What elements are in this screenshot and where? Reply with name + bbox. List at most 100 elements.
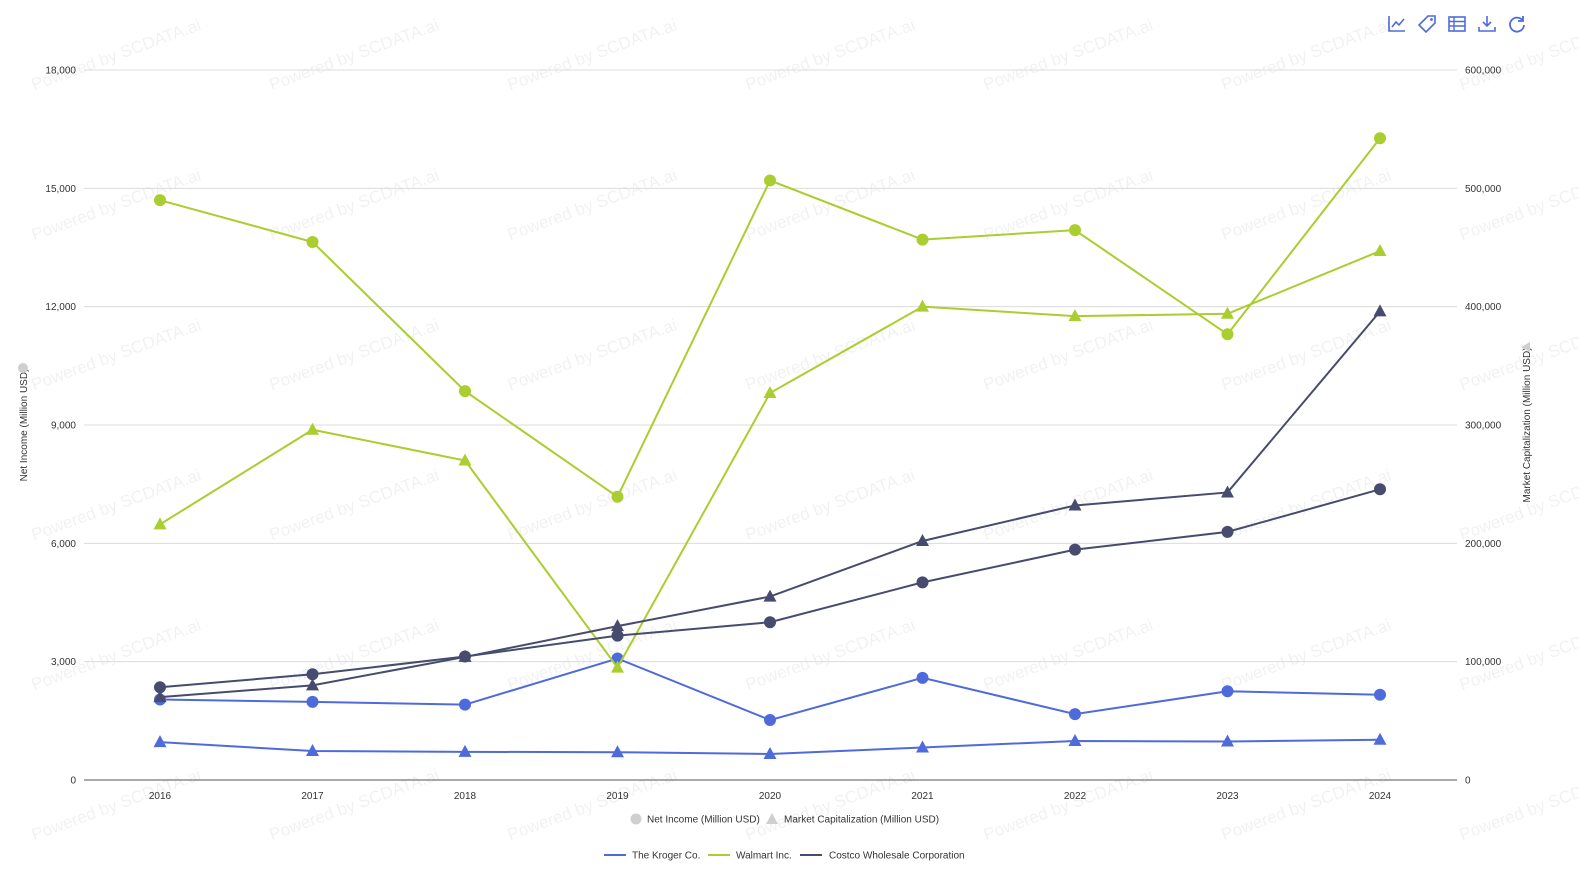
costco-net-income-point[interactable]: [916, 576, 929, 589]
walmart-market-cap-point[interactable]: [1221, 306, 1234, 319]
costco-market-cap-point[interactable]: [153, 690, 167, 703]
legend-item-net-income[interactable]: Net Income (Million USD): [630, 813, 760, 826]
tag-icon[interactable]: [1417, 14, 1437, 34]
watermark-text: Powered by SCDATA.ai: [743, 15, 918, 94]
metric-legend: Net Income (Million USD) Market Capitali…: [630, 813, 939, 826]
watermark-text: Powered by SCDATA.ai: [1457, 165, 1579, 244]
kroger-net-income-point[interactable]: [1374, 688, 1386, 701]
watermark-text: Powered by SCDATA.ai: [29, 615, 204, 694]
left-tick-label: 0: [70, 776, 76, 787]
kroger-market-cap-point[interactable]: [1373, 732, 1387, 745]
chart-toolbar: [1387, 14, 1527, 34]
kroger-market-cap-point[interactable]: [1221, 734, 1234, 747]
watermark-text: Powered by SCDATA.ai: [1219, 465, 1394, 544]
walmart-market-cap-point[interactable]: [763, 386, 777, 399]
costco-market-cap-point[interactable]: [611, 619, 624, 632]
right-axis-triangle-marker: [1521, 342, 1530, 352]
left-axis-label: Net Income (Million USD): [19, 369, 30, 482]
costco-market-cap-point[interactable]: [458, 649, 472, 662]
walmart-market-cap-point[interactable]: [1373, 244, 1387, 257]
walmart-net-income-point[interactable]: [916, 233, 929, 246]
watermark-text: Powered by SCDATA.ai: [743, 315, 918, 394]
kroger-market-cap-point[interactable]: [763, 746, 777, 759]
costco-net-income-point[interactable]: [764, 616, 776, 629]
left-axis-ticks: 0 3,000 6,000 9,000 12,000 15,000 18,000: [45, 66, 76, 787]
kroger-market-cap-point[interactable]: [306, 744, 319, 757]
watermark-text: Powered by SCDATA.ai: [505, 315, 680, 394]
watermark-text: Powered by SCDATA.ai: [981, 615, 1156, 694]
costco-market-cap-point[interactable]: [306, 678, 319, 691]
kroger-net-income-point[interactable]: [459, 698, 471, 711]
walmart-market-cap-point[interactable]: [916, 299, 929, 312]
costco-market-cap-point[interactable]: [1221, 485, 1234, 498]
costco-net-income-point[interactable]: [1374, 483, 1386, 496]
refresh-icon[interactable]: [1507, 14, 1527, 34]
right-tick-label: 600,000: [1465, 66, 1502, 77]
costco-net-income-point[interactable]: [1069, 543, 1081, 556]
right-tick-label: 500,000: [1465, 184, 1502, 195]
costco-net-income-point[interactable]: [154, 681, 166, 694]
walmart-net-income-point[interactable]: [611, 490, 624, 503]
watermark-text: Powered by SCDATA.ai: [1457, 315, 1579, 394]
x-tick-label: 2016: [149, 791, 172, 802]
watermark-text: Powered by SCDATA.ai: [505, 165, 680, 244]
legend-item-kroger[interactable]: The Kroger Co.: [604, 851, 700, 862]
kroger-market-cap-point[interactable]: [153, 735, 167, 748]
watermark-text: Powered by SCDATA.ai: [1457, 765, 1579, 844]
walmart-net-income-point[interactable]: [1374, 132, 1386, 145]
x-tick-label: 2018: [454, 791, 477, 802]
kroger-net-income-point[interactable]: [306, 695, 319, 708]
table-icon[interactable]: [1447, 14, 1467, 34]
kroger-market-cap-point[interactable]: [916, 740, 929, 753]
walmart-net-income-point[interactable]: [306, 235, 319, 248]
watermark-text: Powered by SCDATA.ai: [505, 465, 680, 544]
costco-market-cap-point[interactable]: [916, 533, 929, 546]
walmart-net-income-line: [159, 137, 1381, 499]
kroger-net-income-point[interactable]: [916, 671, 929, 684]
watermark-text: Powered by SCDATA.ai: [743, 465, 918, 544]
left-tick-label: 18,000: [45, 66, 76, 77]
costco-market-cap-point[interactable]: [763, 589, 777, 602]
costco-market-cap-point[interactable]: [1373, 304, 1387, 317]
legend-label-walmart: Walmart Inc.: [736, 851, 792, 862]
legend-item-walmart[interactable]: Walmart Inc.: [708, 851, 792, 862]
walmart-net-income-point[interactable]: [459, 385, 471, 398]
costco-net-income-point[interactable]: [306, 668, 319, 681]
walmart-net-income-point[interactable]: [764, 174, 776, 187]
legend-item-market-cap[interactable]: Market Capitalization (Million USD): [766, 813, 939, 826]
line-chart-icon[interactable]: [1387, 14, 1407, 34]
download-icon[interactable]: [1477, 14, 1497, 34]
right-tick-label: 300,000: [1465, 421, 1502, 432]
kroger-market-cap-point[interactable]: [611, 745, 624, 758]
right-axis-ticks: 0 100,000 200,000 300,000 400,000 500,000 600,…: [1465, 66, 1502, 787]
x-tick-label: 2017: [301, 791, 324, 802]
kroger-net-income-point[interactable]: [764, 714, 776, 727]
kroger-market-cap-point[interactable]: [1068, 733, 1082, 746]
watermark-text: Powered by SCDATA.ai: [267, 15, 442, 94]
costco-net-income-point[interactable]: [1221, 525, 1234, 538]
costco-market-cap-point[interactable]: [1068, 498, 1082, 511]
watermark-text: Powered by SCDATA.ai: [267, 765, 442, 844]
walmart-market-cap-point[interactable]: [458, 453, 472, 466]
walmart-net-income-point[interactable]: [154, 194, 166, 207]
walmart-net-income-point[interactable]: [1069, 224, 1081, 237]
walmart-market-cap-point[interactable]: [153, 517, 167, 530]
legend-item-costco[interactable]: Costco Wholesale Corporation: [800, 851, 965, 862]
company-legend: The Kroger Co. Walmart Inc. Costco Whole…: [604, 851, 965, 862]
watermark-layer: Powered by SCDATA.ai Powered by SCDATA.ai…: [29, 15, 1579, 844]
series-layer: [153, 132, 1387, 759]
left-tick-label: 3,000: [51, 657, 76, 668]
walmart-market-cap-point[interactable]: [1068, 309, 1082, 322]
series-costco-market-cap: [153, 304, 1387, 703]
costco-net-income-point[interactable]: [611, 629, 624, 642]
kroger-market-cap-point[interactable]: [458, 744, 472, 757]
left-tick-label: 6,000: [51, 539, 76, 550]
walmart-net-income-point[interactable]: [1221, 328, 1234, 341]
kroger-net-income-point[interactable]: [1069, 708, 1081, 721]
walmart-market-cap-point[interactable]: [306, 422, 319, 435]
right-tick-label: 200,000: [1465, 539, 1502, 550]
watermark-text: Powered by SCDATA.ai: [1219, 765, 1394, 844]
kroger-net-income-point[interactable]: [1221, 685, 1234, 698]
walmart-market-cap-point[interactable]: [611, 660, 624, 673]
watermark-text: Powered by SCDATA.ai: [981, 15, 1156, 94]
